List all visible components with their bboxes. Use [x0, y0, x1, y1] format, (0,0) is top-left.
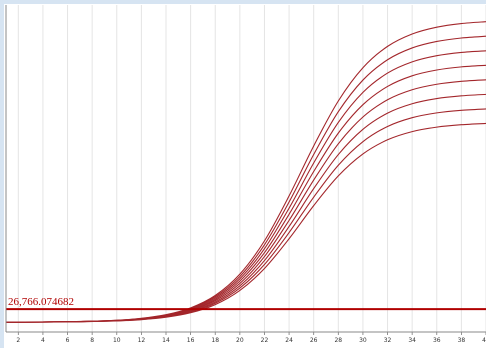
x-tick-label: 32	[384, 337, 392, 344]
x-tick-label: 12	[138, 337, 146, 344]
x-tick-label: 14	[162, 337, 170, 344]
x-tick-label: 34	[408, 337, 416, 344]
x-tick-label: 18	[211, 337, 219, 344]
x-tick-label: 36	[433, 337, 441, 344]
x-tick-label: 4	[41, 337, 45, 344]
top-frame	[0, 0, 486, 4]
x-tick-label: 38	[458, 337, 466, 344]
x-tick-label: 20	[236, 337, 244, 344]
x-tick-label: 40	[482, 337, 486, 344]
curves: 26,766.074682	[5, 21, 486, 323]
x-tick-label: 8	[90, 337, 94, 344]
grid	[17, 5, 486, 332]
threshold-label: 26,766.074682	[8, 296, 74, 308]
x-tick-label: 6	[66, 337, 70, 344]
left-frame	[0, 0, 4, 348]
x-tick-label: 26	[310, 337, 318, 344]
x-tick-label: 30	[359, 337, 367, 344]
x-tick-label: 16	[187, 337, 195, 344]
x-tick-label: 2	[16, 337, 20, 344]
amplification-curve	[5, 122, 486, 323]
x-tick-label: 10	[113, 337, 121, 344]
x-tick-label: 24	[285, 337, 293, 344]
axis: 246810121416182022242628303234363840	[5, 5, 486, 344]
x-tick-label: 22	[261, 337, 269, 344]
x-tick-label: 28	[334, 337, 342, 344]
